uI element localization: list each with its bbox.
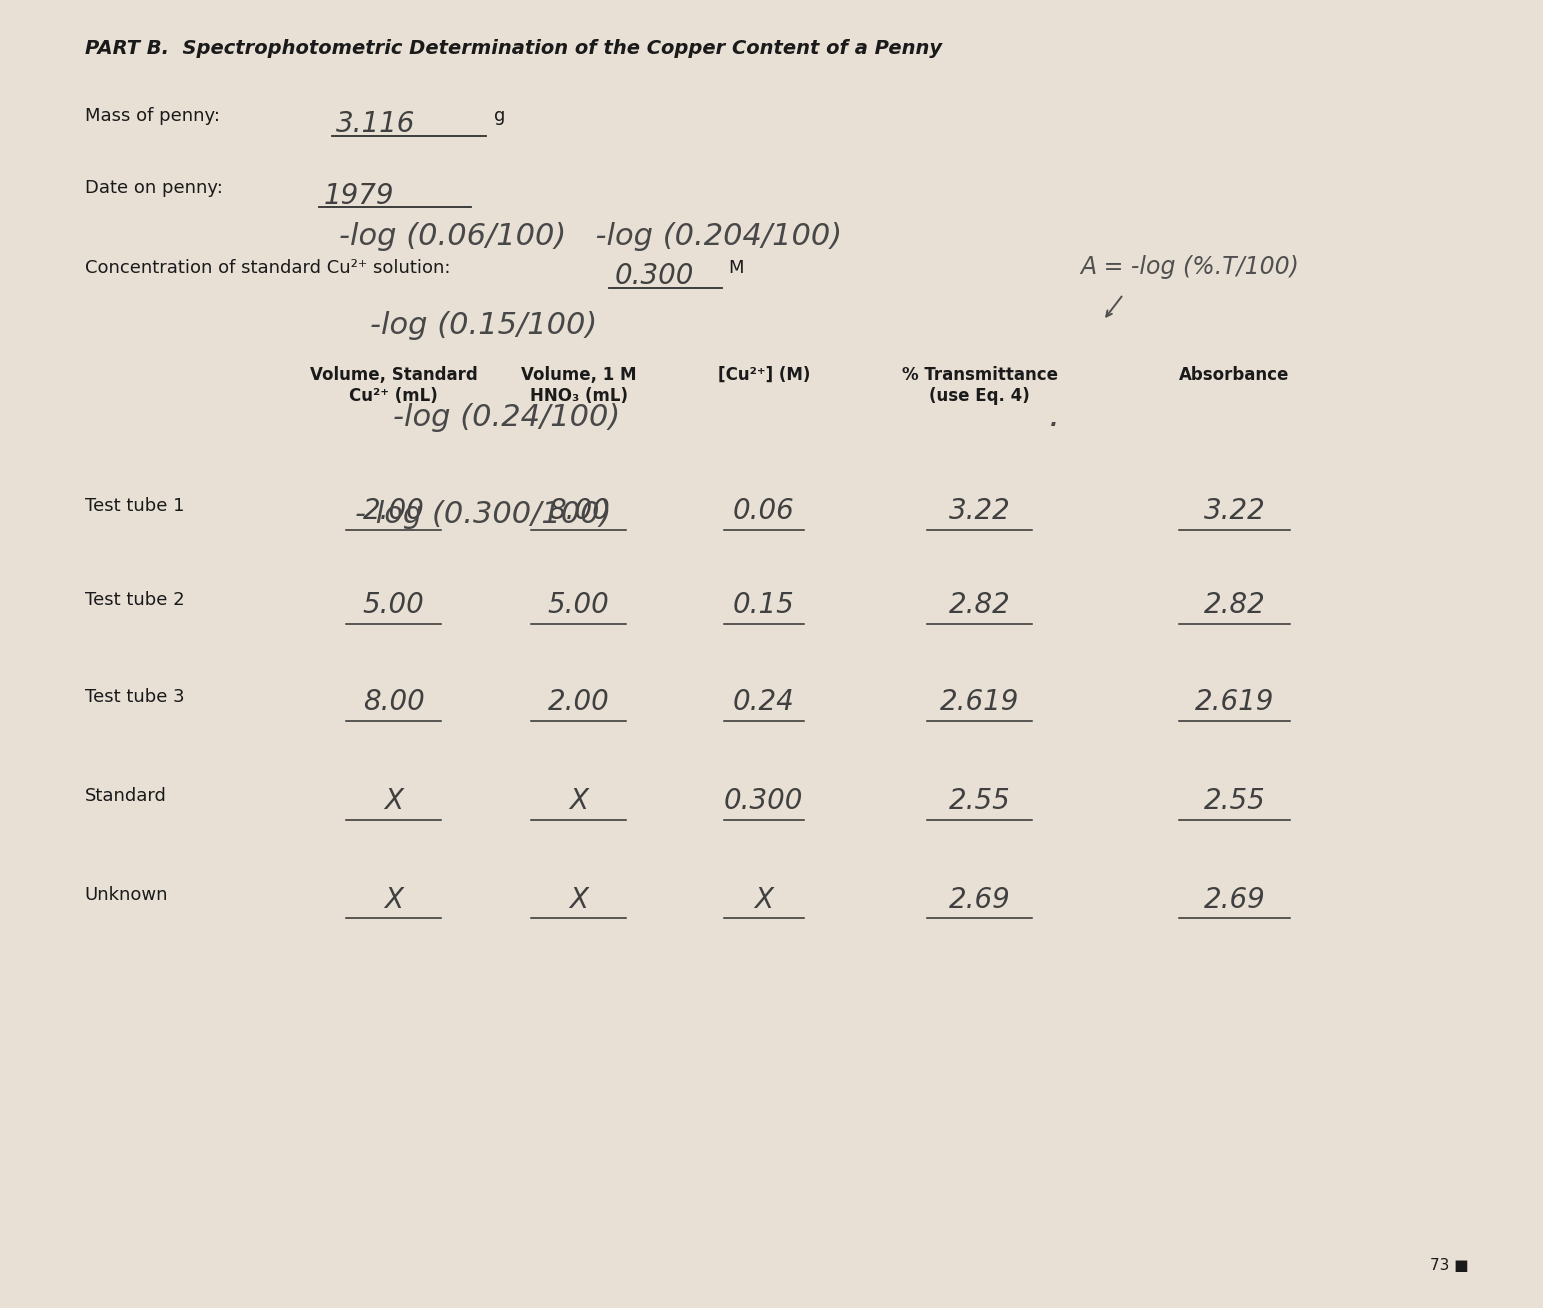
Text: Absorbance: Absorbance: [1179, 366, 1290, 385]
Text: 2.55: 2.55: [1204, 787, 1265, 815]
Text: 2.82: 2.82: [1204, 591, 1265, 619]
Text: 2.55: 2.55: [949, 787, 1011, 815]
Text: 3.22: 3.22: [949, 497, 1011, 525]
Text: 1979: 1979: [324, 182, 395, 209]
Text: 2.69: 2.69: [949, 886, 1011, 913]
Text: 0.06: 0.06: [733, 497, 795, 525]
Text: 3.116: 3.116: [336, 110, 415, 137]
Text: Mass of penny:: Mass of penny:: [85, 107, 219, 126]
Text: PART B.  Spectrophotometric Determination of the Copper Content of a Penny: PART B. Spectrophotometric Determination…: [85, 39, 941, 59]
Text: - log (0.300/100): - log (0.300/100): [355, 500, 611, 528]
Text: 2.00: 2.00: [548, 688, 609, 715]
Text: M: M: [728, 259, 744, 277]
Text: 0.15: 0.15: [733, 591, 795, 619]
Text: Volume, Standard
Cu²⁺ (mL): Volume, Standard Cu²⁺ (mL): [310, 366, 477, 405]
Text: -log (0.06/100)   -log (0.204/100): -log (0.06/100) -log (0.204/100): [339, 222, 842, 251]
Text: Test tube 2: Test tube 2: [85, 591, 185, 610]
Text: % Transmittance
(use Eq. 4): % Transmittance (use Eq. 4): [901, 366, 1058, 405]
Text: -log (0.15/100): -log (0.15/100): [370, 311, 597, 340]
Text: 3.22: 3.22: [1204, 497, 1265, 525]
Text: 8.00: 8.00: [363, 688, 424, 715]
Text: Test tube 1: Test tube 1: [85, 497, 184, 515]
Text: -log (0.24/100): -log (0.24/100): [393, 403, 620, 432]
Text: 2.619: 2.619: [1194, 688, 1275, 715]
Text: Standard: Standard: [85, 787, 167, 806]
Text: 0.300: 0.300: [724, 787, 804, 815]
Text: 2.00: 2.00: [363, 497, 424, 525]
Text: 2.619: 2.619: [940, 688, 1020, 715]
Text: 2.69: 2.69: [1204, 886, 1265, 913]
Text: Volume, 1 M
HNO₃ (mL): Volume, 1 M HNO₃ (mL): [522, 366, 636, 405]
Text: Date on penny:: Date on penny:: [85, 179, 222, 198]
Text: 8.00: 8.00: [548, 497, 609, 525]
Text: X: X: [384, 886, 403, 913]
Text: [Cu²⁺] (M): [Cu²⁺] (M): [717, 366, 810, 385]
Text: .: .: [1049, 399, 1060, 433]
Text: X: X: [755, 886, 773, 913]
Text: 2.82: 2.82: [949, 591, 1011, 619]
Text: 0.24: 0.24: [733, 688, 795, 715]
Text: 5.00: 5.00: [548, 591, 609, 619]
Text: 5.00: 5.00: [363, 591, 424, 619]
Text: Concentration of standard Cu²⁺ solution:: Concentration of standard Cu²⁺ solution:: [85, 259, 451, 277]
Text: g: g: [494, 107, 505, 126]
Text: 0.300: 0.300: [614, 262, 693, 289]
Text: X: X: [384, 787, 403, 815]
Text: Unknown: Unknown: [85, 886, 168, 904]
Text: A = -log (%.T/100): A = -log (%.T/100): [1080, 255, 1299, 279]
Text: Test tube 3: Test tube 3: [85, 688, 185, 706]
Text: X: X: [569, 787, 588, 815]
Text: 73 ■: 73 ■: [1430, 1258, 1469, 1273]
Text: X: X: [569, 886, 588, 913]
